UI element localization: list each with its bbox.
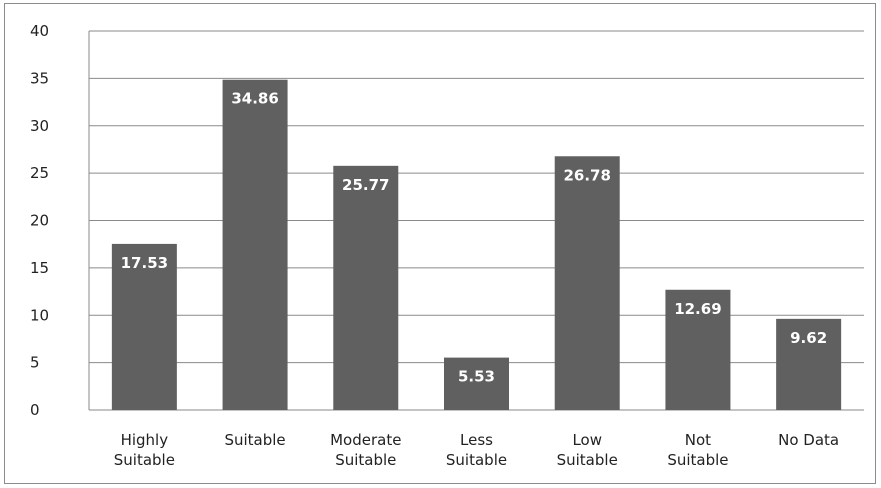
- x-category-label: Suitable: [335, 451, 396, 469]
- data-label: 12.69: [674, 300, 721, 318]
- bar: [111, 243, 177, 410]
- bar: [554, 156, 620, 410]
- x-category-label: No Data: [778, 431, 839, 449]
- x-category-label: Suitable: [224, 431, 285, 449]
- data-label: 9.62: [790, 329, 827, 347]
- x-category-label: Not: [685, 431, 711, 449]
- x-category-label: Highly: [121, 431, 169, 449]
- bar: [665, 289, 731, 410]
- y-tick-label: 15: [30, 259, 49, 277]
- bar: [444, 357, 509, 410]
- x-category-label: Suitable: [667, 451, 728, 469]
- data-label: 5.53: [458, 368, 495, 386]
- data-label: 34.86: [231, 90, 278, 108]
- bar: [333, 165, 399, 410]
- y-tick-label: 10: [30, 306, 49, 324]
- y-tick-label: 40: [30, 22, 49, 40]
- x-category-label: Suitable: [557, 451, 618, 469]
- y-tick-label: 5: [30, 354, 40, 372]
- x-category-label: Low: [572, 431, 602, 449]
- x-category-label: Less: [460, 431, 493, 449]
- x-category-label: Suitable: [446, 451, 507, 469]
- y-tick-label: 20: [30, 212, 49, 230]
- y-tick-label: 35: [30, 69, 49, 87]
- y-tick-label: 30: [30, 117, 49, 135]
- data-label: 17.53: [121, 254, 168, 272]
- bar: [776, 318, 842, 410]
- x-category-label: Moderate: [330, 431, 401, 449]
- x-category-label: Suitable: [114, 451, 175, 469]
- bar: [222, 79, 288, 410]
- y-tick-label: 0: [30, 401, 40, 419]
- y-tick-label: 25: [30, 164, 49, 182]
- data-label: 26.78: [563, 166, 610, 184]
- data-label: 25.77: [342, 176, 389, 194]
